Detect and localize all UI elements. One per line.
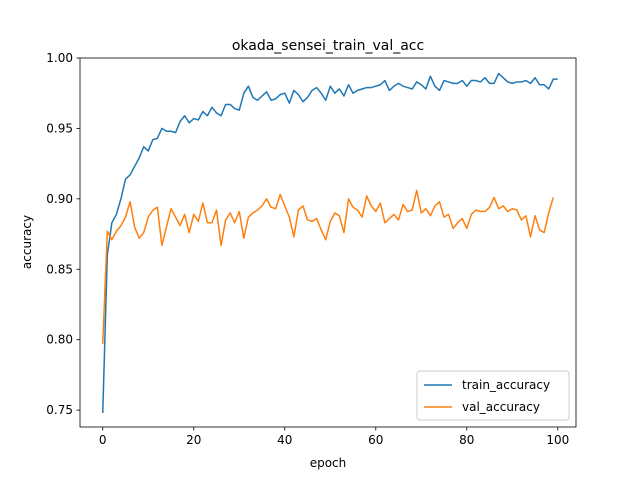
chart-title: okada_sensei_train_val_acc: [232, 38, 424, 54]
legend-box: [416, 370, 570, 421]
y-axis-ticks: 0.75 0.80 0.85 0.90 0.95 1.00: [46, 51, 80, 417]
y-tick-label: 0.80: [46, 333, 73, 347]
y-tick-label: 0.90: [46, 192, 73, 206]
y-axis-label: accuracy: [20, 215, 34, 269]
x-axis-ticks: 0 20 40 60 80 100: [99, 427, 569, 447]
plot-frame: [79, 57, 577, 428]
y-tick-label: 1.00: [46, 51, 73, 65]
y-tick-label: 0.95: [46, 121, 73, 135]
x-tick-label: 0: [99, 433, 107, 447]
x-tick-label: 20: [186, 433, 201, 447]
series-line-val-accuracy: [102, 189, 554, 344]
x-tick-label: 40: [277, 433, 292, 447]
y-tick-label: 0.75: [46, 403, 73, 417]
legend: train_accuracy val_accuracy: [416, 370, 570, 421]
y-tick-label: 0.85: [46, 262, 73, 276]
x-tick-label: 100: [546, 433, 569, 447]
legend-label-val: val_accuracy: [462, 400, 540, 414]
x-axis-label: epoch: [310, 456, 347, 470]
series-line-train-accuracy: [102, 72, 558, 413]
x-tick-label: 60: [368, 433, 383, 447]
plot-area: [102, 72, 558, 413]
legend-label-train: train_accuracy: [462, 378, 550, 392]
series-lines: [102, 72, 558, 413]
x-tick-label: 80: [459, 433, 474, 447]
